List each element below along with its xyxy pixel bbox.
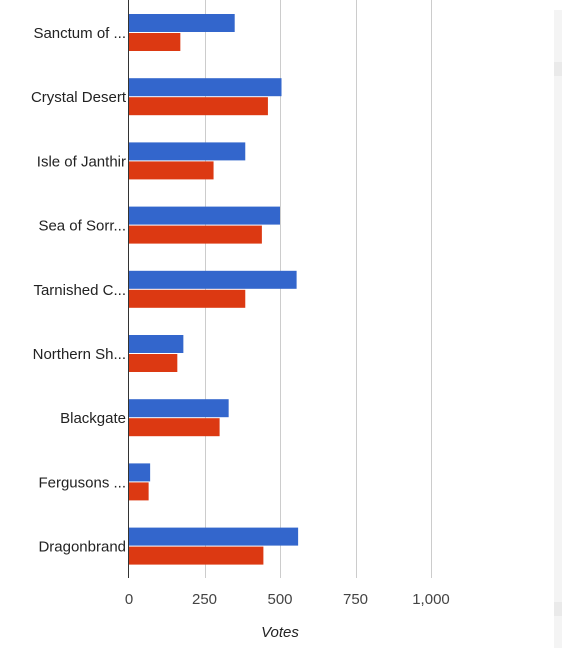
x-tick-label: 750 (343, 591, 368, 608)
bar-series-2 (129, 482, 149, 501)
category-label: Sanctum of ... (33, 25, 126, 42)
category-label: Tarnished C... (33, 282, 126, 299)
x-tick-label: 500 (267, 591, 292, 608)
bar-series-1 (129, 78, 282, 97)
bar-series-1 (129, 335, 184, 353)
x-axis-title: Votes (261, 624, 299, 641)
gridlines (205, 0, 432, 578)
bar-series-2 (129, 33, 181, 51)
x-tick-label: 1,000 (412, 591, 450, 608)
bars (129, 14, 299, 565)
bar-series-1 (129, 527, 299, 546)
bar-series-2 (129, 354, 178, 372)
bar-series-1 (129, 142, 246, 161)
bar-series-2 (129, 546, 264, 565)
bar-series-1 (129, 463, 151, 482)
category-label: Northern Sh... (33, 346, 126, 363)
category-label: Blackgate (60, 410, 126, 427)
panel-notch (554, 602, 562, 616)
category-label: Fergusons ... (38, 474, 126, 491)
bar-series-1 (129, 399, 229, 418)
category-label: Dragonbrand (38, 539, 126, 556)
category-label: Isle of Janthir (37, 153, 126, 170)
x-tick-label: 0 (125, 591, 133, 608)
category-label: Crystal Desert (31, 89, 127, 106)
bar-series-2 (129, 289, 246, 308)
category-labels: Sanctum of ... Crystal Desert Isle of Jant… (31, 25, 127, 556)
right-edge-panel (554, 10, 562, 648)
bar-series-2 (129, 97, 268, 116)
bar-series-1 (129, 270, 297, 289)
bar-series-2 (129, 225, 262, 244)
bar-series-2 (129, 418, 220, 437)
x-tick-label: 250 (192, 591, 217, 608)
category-label: Sea of Sorr... (38, 218, 126, 235)
panel-notch (554, 62, 562, 76)
x-tick-labels: 0 250 500 750 1,000 (125, 591, 450, 608)
bar-series-2 (129, 161, 214, 180)
bar-series-1 (129, 206, 280, 225)
bar-series-1 (129, 14, 235, 32)
